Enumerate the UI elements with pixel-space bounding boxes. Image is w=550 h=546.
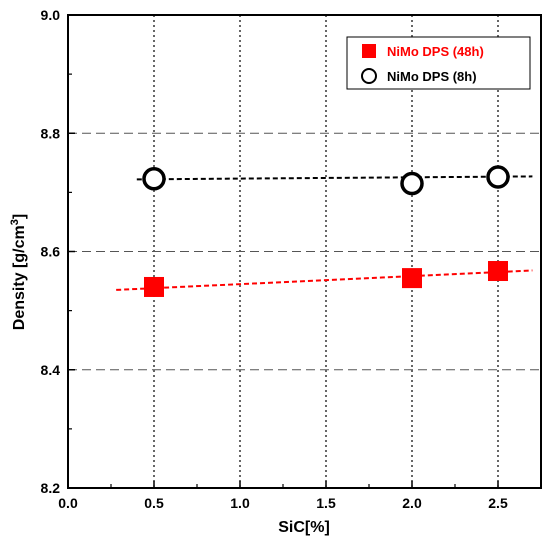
y-tick-label: 8.6 [41,244,61,260]
grid-lines [68,15,541,488]
legend: NiMo DPS (48h) NiMo DPS (8h) [346,36,531,90]
data-point-nimo-8h [142,167,166,191]
trend-line-nimo-8h [136,175,533,181]
legend-label-nimo-48h: NiMo DPS (48h) [387,44,484,59]
y-tick-label: 8.8 [41,125,61,141]
x-tick-label: 2.0 [402,495,422,511]
x-tick-label: 0.5 [144,495,164,511]
data-point-nimo-8h [400,171,424,196]
legend-label-nimo-8h: NiMo DPS (8h) [387,69,477,84]
legend-marker-nimo-8h [361,68,377,84]
y-axis-title-sup: 3 [9,219,21,225]
x-tick-label: 2.5 [488,495,508,511]
data-point-nimo-48h [402,268,422,289]
x-tick-label: 0.0 [58,495,78,511]
y-tick-label: 9.0 [41,7,61,23]
legend-box [346,36,531,90]
data-point-nimo-48h [488,261,508,282]
y-axis-title-main: Density [g/cm [11,225,28,330]
x-tick-label: 1.0 [230,495,250,511]
data-point-nimo-48h [144,276,164,297]
data-points [142,165,510,297]
y-tick-label: 8.2 [41,480,61,496]
y-tick-label: 8.4 [41,362,61,378]
x-tick-label: 1.5 [316,495,336,511]
y-axis-title: Density [g/cm3] [9,214,28,330]
trend-lines [116,175,533,291]
trend-line-nimo-48h [116,269,533,291]
y-axis-title-end: ] [11,214,28,219]
axis-ticks: 0.0 0.5 1.0 1.5 2.0 2.5 8.2 8.4 8.6 8.8 9.0 [41,7,508,511]
data-point-nimo-8h [486,165,510,189]
legend-marker-nimo-48h [362,44,376,58]
x-axis-title: SiC[%] [278,519,330,536]
